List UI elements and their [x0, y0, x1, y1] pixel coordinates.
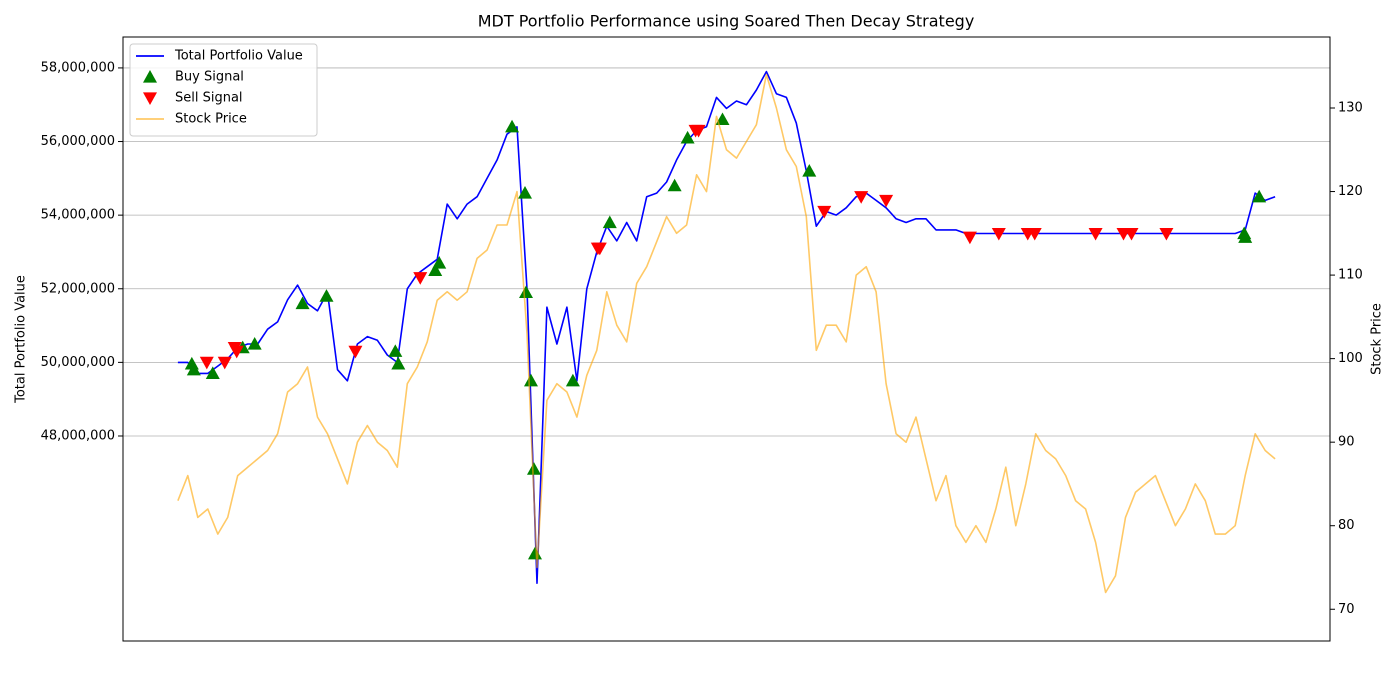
signal-marker	[523, 373, 538, 387]
legend-label: Total Portfolio Value	[174, 49, 303, 64]
legend-swatch	[143, 92, 157, 105]
signal-marker	[1159, 227, 1174, 241]
signal-marker	[295, 296, 310, 310]
signal-marker	[565, 373, 580, 387]
signal-marker	[527, 546, 542, 560]
signal-marker	[319, 289, 334, 302]
y2-tick-label: 100	[1338, 351, 1363, 366]
signal-marker	[592, 242, 607, 256]
series-line	[177, 73, 1276, 594]
y-tick-label: 58,000,000	[41, 60, 115, 75]
y-axis-label: Total Portfolio Value	[14, 275, 29, 404]
y2-axis-label: Stock Price	[1370, 303, 1385, 375]
signal-marker	[691, 124, 706, 138]
signal-marker	[186, 362, 201, 376]
y2-tick-label: 110	[1338, 268, 1363, 283]
signal-marker	[817, 205, 832, 219]
signal-marker	[1252, 189, 1267, 203]
signal-marker	[229, 345, 244, 359]
legend-label: Buy Signal	[175, 70, 244, 85]
signal-marker	[526, 462, 541, 475]
y2-tick-label: 90	[1338, 435, 1355, 450]
legend-label: Stock Price	[175, 112, 247, 127]
signal-marker	[602, 215, 617, 229]
y-tick-label: 56,000,000	[41, 134, 115, 149]
chart-title: MDT Portfolio Performance using Soared T…	[478, 12, 975, 31]
y-tick-label: 48,000,000	[41, 428, 115, 443]
signal-marker	[680, 130, 695, 144]
signal-marker	[199, 356, 214, 370]
signal-marker	[505, 119, 520, 133]
plot-frame	[122, 36, 1331, 642]
legend: Total Portfolio Value Buy Signal Sell Sign…	[129, 43, 318, 137]
signal-marker	[432, 255, 447, 269]
signal-marker	[854, 191, 869, 204]
legend-label: Sell Signal	[175, 91, 243, 106]
signal-marker	[1088, 227, 1103, 241]
y2-tick-label: 80	[1338, 518, 1355, 533]
signal-marker	[991, 227, 1006, 241]
signal-marker	[518, 285, 533, 299]
signal-marker	[388, 344, 403, 357]
signal-marker	[1124, 227, 1139, 241]
signal-marker	[428, 263, 443, 276]
signal-marker	[205, 366, 220, 380]
signal-marker	[217, 356, 232, 370]
y2-tick-label: 130	[1338, 101, 1363, 116]
signal-marker	[879, 194, 894, 208]
signal-marker	[247, 336, 262, 350]
signal-marker	[802, 163, 817, 177]
signal-marker	[962, 231, 977, 245]
y-tick-label: 50,000,000	[41, 355, 115, 370]
y-tick-label: 54,000,000	[41, 208, 115, 223]
y-tick-label: 52,000,000	[41, 281, 115, 296]
signal-marker	[715, 112, 730, 126]
signal-marker	[518, 186, 533, 199]
legend-swatch	[143, 70, 157, 83]
legend-box	[129, 43, 318, 137]
signal-marker	[413, 272, 428, 285]
signal-marker	[667, 178, 682, 192]
signal-marker	[1027, 227, 1042, 241]
signal-marker	[1238, 230, 1253, 243]
signal-marker	[391, 356, 406, 370]
y2-tick-label: 70	[1338, 602, 1355, 617]
y2-tick-label: 120	[1338, 184, 1363, 199]
signal-marker	[348, 345, 363, 359]
